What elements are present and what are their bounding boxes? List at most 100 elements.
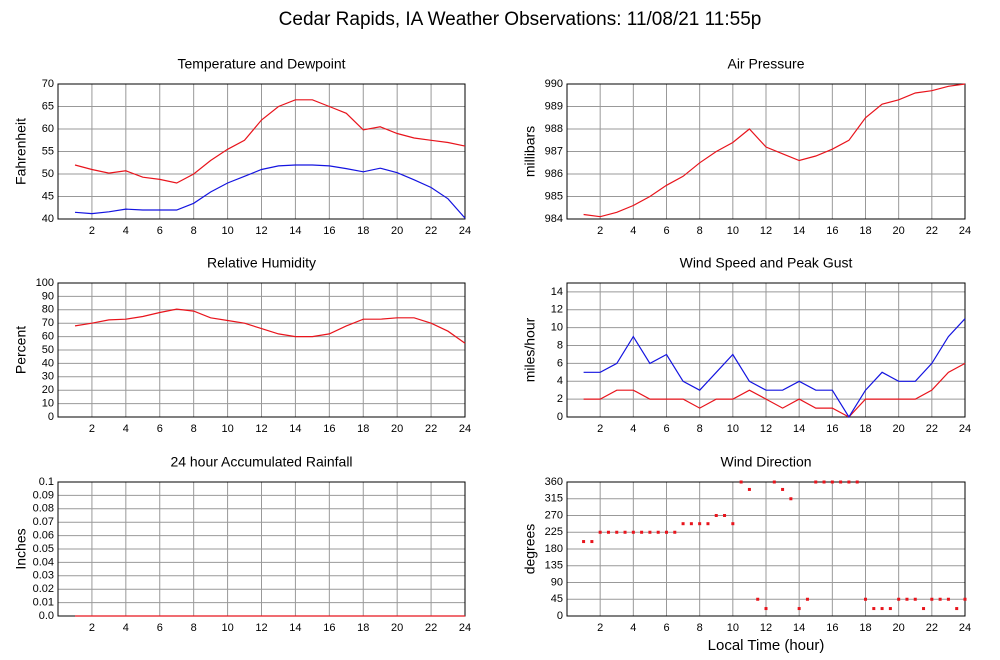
y-tick-label: 0.01: [33, 597, 54, 609]
data-point: [955, 607, 959, 611]
y-tick-label: 2: [557, 393, 563, 405]
y-tick-label: 70: [42, 78, 54, 90]
data-point: [723, 514, 727, 517]
data-point: [747, 487, 751, 491]
data-point: [582, 540, 586, 544]
y-tick-label: 90: [551, 576, 563, 588]
x-tick-label: 22: [926, 225, 938, 237]
x-tick-label: 10: [727, 423, 739, 435]
x-tick-label: 6: [157, 225, 163, 237]
y-tick-label: 360: [545, 476, 563, 488]
y-tick-label: 0.02: [33, 583, 54, 595]
data-point: [797, 607, 801, 611]
data-point: [913, 597, 917, 601]
x-tick-label: 16: [826, 622, 838, 634]
x-tick-label: 6: [663, 423, 669, 435]
x-tick-label: 24: [459, 225, 471, 237]
data-line: [74, 308, 466, 344]
plot-frame: [57, 282, 466, 418]
plot-frame: [566, 481, 966, 617]
x-tick-label: 22: [425, 423, 437, 435]
x-tick-label: 10: [727, 225, 739, 237]
x-tick-label: 10: [221, 622, 233, 634]
plot-frame: [566, 282, 966, 418]
x-tick-label: 20: [893, 225, 905, 237]
x-tick-label: 24: [459, 622, 471, 634]
data-point: [673, 530, 677, 534]
y-tick-label: 100: [36, 277, 54, 289]
y-tick-label: 10: [551, 322, 563, 334]
y-axis-label: Fahrenheit: [13, 118, 29, 185]
x-tick-label: 4: [123, 622, 129, 634]
y-tick-label: 0.05: [33, 543, 54, 555]
x-tick-label: 18: [357, 423, 369, 435]
data-point: [706, 522, 710, 526]
y-tick-label: 270: [545, 509, 563, 521]
data-line: [74, 164, 466, 219]
y-tick-label: 0.04: [33, 556, 54, 568]
data-point: [615, 530, 619, 534]
x-tick-label: 18: [859, 423, 871, 435]
y-tick-label: 990: [545, 78, 563, 90]
x-tick-label: 24: [959, 622, 971, 634]
x-tick-label: 22: [926, 622, 938, 634]
x-tick-label: 14: [289, 225, 301, 237]
x-tick-label: 4: [630, 423, 636, 435]
y-tick-label: 20: [42, 384, 54, 396]
x-tick-label: 16: [826, 423, 838, 435]
y-tick-label: 987: [545, 145, 563, 157]
y-tick-label: 50: [42, 344, 54, 356]
x-tick-label: 6: [663, 225, 669, 237]
x-tick-label: 22: [425, 225, 437, 237]
x-tick-label: 16: [826, 225, 838, 237]
data-point: [938, 597, 942, 601]
panel-title: 24 hour Accumulated Rainfall: [170, 454, 352, 470]
panel-title: Temperature and Dewpoint: [177, 56, 345, 72]
y-tick-label: 8: [557, 339, 563, 351]
y-tick-label: 60: [42, 123, 54, 135]
data-point: [681, 522, 685, 526]
data-point: [648, 530, 652, 534]
x-tick-label: 20: [391, 225, 403, 237]
panel-title: Wind Speed and Peak Gust: [680, 255, 853, 271]
data-point: [656, 530, 660, 534]
data-point: [830, 480, 834, 484]
data-point: [888, 607, 892, 611]
y-tick-label: 0.0: [39, 610, 54, 622]
x-tick-label: 8: [191, 423, 197, 435]
y-tick-label: 14: [551, 286, 563, 298]
data-point: [772, 480, 776, 484]
y-tick-label: 0: [557, 610, 563, 622]
x-tick-label: 6: [157, 622, 163, 634]
data-point: [689, 522, 693, 526]
x-tick-label: 16: [323, 622, 335, 634]
x-tick-label: 14: [793, 225, 805, 237]
data-point: [665, 530, 668, 534]
data-point: [739, 480, 743, 484]
x-tick-label: 16: [323, 225, 335, 237]
y-tick-label: 0: [48, 411, 54, 423]
data-point: [930, 597, 934, 601]
x-tick-label: 2: [89, 622, 95, 634]
data-point: [847, 480, 851, 484]
x-tick-label: 8: [697, 423, 703, 435]
x-tick-label: 20: [391, 622, 403, 634]
y-tick-label: 180: [545, 543, 563, 555]
plot-frame: [57, 83, 466, 220]
data-point: [897, 597, 901, 601]
data-point: [864, 597, 867, 601]
x-tick-label: 12: [255, 423, 267, 435]
data-point: [640, 530, 644, 534]
x-tick-label: 14: [793, 423, 805, 435]
x-tick-label: 6: [157, 423, 163, 435]
x-tick-label: 18: [357, 622, 369, 634]
y-axis-label: Percent: [13, 326, 29, 374]
y-tick-label: 80: [42, 304, 54, 316]
data-point: [805, 597, 809, 601]
x-tick-label: 20: [391, 423, 403, 435]
data-point: [623, 530, 627, 534]
data-point: [814, 480, 818, 484]
y-tick-label: 0.03: [33, 570, 54, 582]
y-tick-label: 988: [545, 123, 563, 135]
